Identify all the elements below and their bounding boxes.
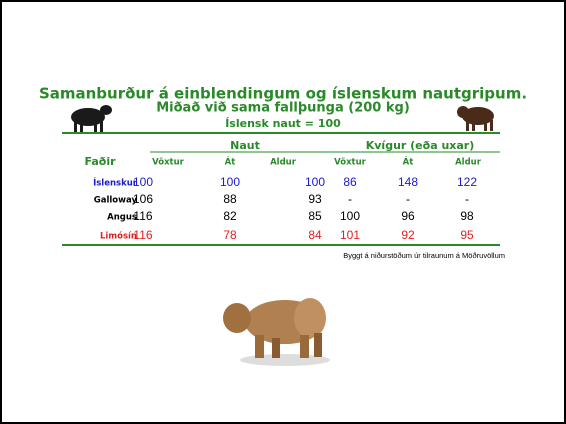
- cell: 86: [343, 175, 357, 189]
- column-header: Vöxtur: [334, 158, 367, 168]
- cell: -: [465, 192, 469, 206]
- cell: 88: [223, 192, 237, 206]
- cell: 95: [460, 228, 474, 242]
- column-header: Át: [403, 156, 414, 168]
- column-header: Vöxtur: [152, 158, 185, 168]
- row-label: Limósín: [100, 231, 137, 242]
- subtitle: Miðað við sama fallþunga (200 kg): [156, 101, 410, 116]
- cell: 82: [223, 209, 237, 223]
- cell: 100: [220, 175, 240, 189]
- source-note: Byggt á niðurstöðum úr tilraunum á Möðru…: [343, 251, 505, 260]
- cell: 93: [308, 192, 322, 206]
- page: Samanburður á einblendingum og íslenskum…: [0, 0, 566, 424]
- cell: 85: [308, 209, 322, 223]
- cell: 84: [308, 228, 322, 242]
- column-header: Aldur: [455, 158, 482, 168]
- cell: 100: [340, 209, 360, 223]
- cell: -: [348, 192, 352, 206]
- cell: 106: [133, 192, 153, 206]
- cell: 122: [457, 175, 477, 189]
- group-header: Kvígur (eða uxar): [366, 139, 475, 152]
- cell: 92: [401, 228, 415, 242]
- cell: 78: [223, 228, 237, 242]
- cell: 148: [398, 175, 418, 189]
- slide: Samanburður á einblendingum og íslenskum…: [0, 0, 566, 424]
- reference: Íslensk naut = 100: [225, 117, 341, 130]
- column-header: Át: [225, 156, 236, 168]
- cell: -: [406, 192, 410, 206]
- cell: 116: [133, 209, 152, 223]
- cell: 100: [305, 175, 325, 189]
- row-label: Íslenskur: [93, 177, 138, 189]
- column-header: Aldur: [270, 158, 297, 168]
- row-label: Galloway: [94, 196, 138, 206]
- cell: 96: [401, 209, 415, 223]
- cell: 116: [133, 228, 152, 242]
- column-header: Faðir: [84, 155, 116, 168]
- cell: 100: [133, 175, 153, 189]
- group-header: Naut: [230, 139, 260, 152]
- cell: 98: [460, 209, 474, 223]
- cell: 101: [340, 228, 360, 242]
